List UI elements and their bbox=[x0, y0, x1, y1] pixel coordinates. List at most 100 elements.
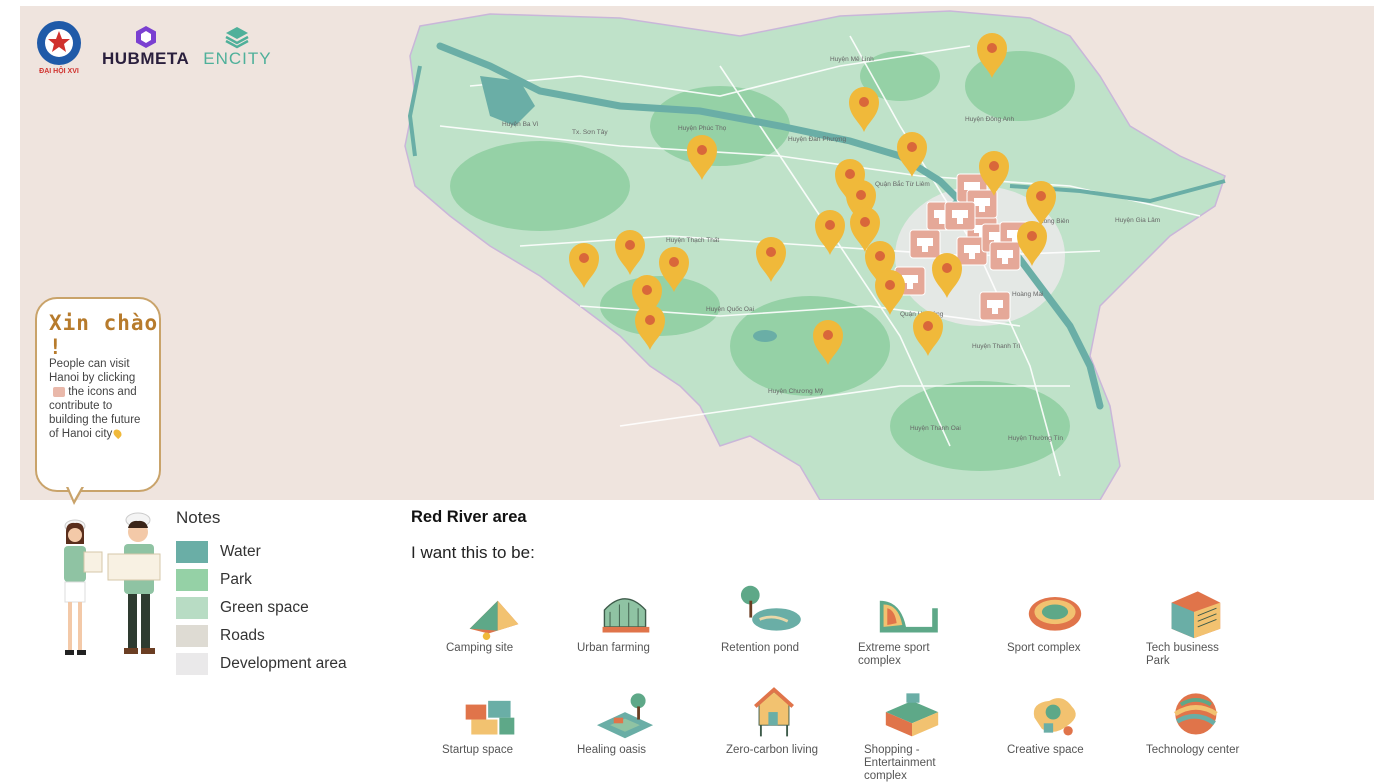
legend-label: Development area bbox=[220, 655, 347, 672]
hubmeta-hexagon-icon bbox=[135, 26, 156, 48]
legend-swatch bbox=[176, 597, 208, 619]
option-label: Shopping - Entertainment complex bbox=[864, 744, 936, 782]
label-son-tay: Tx. Sơn Tây bbox=[572, 129, 608, 136]
park-areas bbox=[450, 51, 1075, 471]
option-tech-business-park[interactable]: Tech business Park bbox=[1146, 582, 1256, 668]
option-label: Technology center bbox=[1146, 744, 1240, 756]
label-quoc-oai: Huyện Quốc Oai bbox=[706, 304, 754, 313]
map-pin-icon[interactable] bbox=[815, 210, 845, 255]
option-label: Retention pond bbox=[721, 642, 800, 654]
area-title: Red River area bbox=[411, 508, 527, 526]
tech-building-icon bbox=[1171, 591, 1221, 639]
map-pin-icon[interactable] bbox=[635, 305, 665, 350]
map-canvas: Huyện Mê Linh Huyện Đông Anh Huyện Ba Vì… bbox=[404, 10, 1226, 500]
map-pin-icon[interactable] bbox=[1026, 181, 1056, 226]
label-thanh-tri: Huyện Thanh Trì bbox=[972, 343, 1020, 350]
legend-swatch bbox=[176, 625, 208, 647]
map-pin-icon[interactable] bbox=[846, 180, 876, 225]
map-pin-icon[interactable] bbox=[932, 253, 962, 298]
area-prompt: I want this to be: bbox=[411, 543, 535, 562]
map-pin-icon[interactable] bbox=[849, 87, 879, 132]
legend-item: Development area bbox=[176, 650, 347, 678]
legend-item: Water bbox=[176, 538, 347, 566]
option-label: Startup space bbox=[442, 744, 513, 756]
stadium-icon bbox=[1028, 596, 1082, 631]
map-pin-icon[interactable] bbox=[897, 132, 927, 177]
hubmeta-text: HUBMETA bbox=[102, 49, 190, 68]
option-shopping-entertainment-complex[interactable]: Shopping - Entertainment complex bbox=[864, 684, 974, 783]
map-pin-icon[interactable] bbox=[977, 33, 1007, 78]
map-pin-icon[interactable] bbox=[569, 243, 599, 288]
greeting-title: Xin chào ! bbox=[49, 311, 159, 359]
map-pin-icon[interactable] bbox=[835, 159, 865, 204]
map-pin-icon[interactable] bbox=[632, 275, 662, 320]
label-hoang-mai: Hoàng Mai bbox=[1012, 291, 1043, 298]
site-marker-inline-icon bbox=[53, 386, 65, 397]
site-marker-icon[interactable] bbox=[944, 201, 976, 231]
map-pin-icon[interactable] bbox=[875, 270, 905, 315]
da-river bbox=[407, 65, 422, 157]
site-marker-icon[interactable] bbox=[909, 229, 941, 259]
label-gia-lam: Huyện Gia Lâm bbox=[1115, 217, 1160, 224]
legend-swatch bbox=[176, 569, 208, 591]
container-office-icon bbox=[465, 700, 515, 735]
map-legend: Notes Water Park Green space Roads Developme… bbox=[176, 508, 347, 678]
greeting-message-part-2: the icons and contribute to building the… bbox=[49, 386, 141, 440]
option-label: Zero-carbon living bbox=[726, 744, 819, 756]
label-chuong-my: Huyện Chương Mỹ bbox=[768, 388, 824, 395]
option-creative-space[interactable]: Creative space bbox=[1007, 684, 1117, 757]
option-label: Sport complex bbox=[1007, 642, 1081, 654]
hanoi-map[interactable]: Huyện Mê Linh Huyện Đông Anh Huyện Ba Vì… bbox=[20, 6, 1374, 500]
garden-bench-icon bbox=[596, 693, 654, 739]
option-label: Camping site bbox=[446, 642, 514, 654]
creative-hub-icon bbox=[1033, 698, 1076, 736]
option-urban-farming[interactable]: Urban farming bbox=[577, 582, 687, 655]
label-dong-anh: Huyện Đông Anh bbox=[965, 116, 1015, 123]
site-marker-icon[interactable] bbox=[979, 291, 1011, 321]
map-pin-icon[interactable] bbox=[913, 311, 943, 356]
option-camping-site[interactable]: Camping site bbox=[446, 582, 556, 655]
option-extreme-sport-complex[interactable]: Extreme sport complex bbox=[858, 582, 968, 668]
map-pin-icon[interactable] bbox=[979, 151, 1009, 196]
legend-label: Roads bbox=[220, 627, 265, 644]
camping-tent-icon bbox=[469, 600, 519, 640]
map-pin-icon[interactable] bbox=[659, 247, 689, 292]
mall-icon bbox=[885, 693, 939, 737]
option-label: Creative space bbox=[1007, 744, 1084, 756]
skate-ramp-icon bbox=[879, 600, 938, 633]
legend-item: Green space bbox=[176, 594, 347, 622]
legend-title: Notes bbox=[176, 508, 221, 527]
pin-inline-icon bbox=[112, 428, 124, 440]
option-zero-carbon-living[interactable]: Zero-carbon living bbox=[726, 684, 836, 757]
daihoi-logo: ĐẠI HỘI XVI bbox=[30, 19, 88, 75]
option-label: Urban farming bbox=[577, 642, 650, 654]
label-thach-that: Huyện Thạch Thất bbox=[666, 235, 719, 244]
legend-item: Roads bbox=[176, 622, 347, 650]
map-pin-icon[interactable] bbox=[615, 230, 645, 275]
option-healing-oasis[interactable]: Healing oasis bbox=[577, 684, 687, 757]
map-pin-icon[interactable] bbox=[756, 237, 786, 282]
greeting-message-part-1: People can visit Hanoi by clicking bbox=[49, 358, 136, 384]
option-technology-center[interactable]: Technology center bbox=[1146, 684, 1256, 757]
architects-illustration bbox=[64, 512, 161, 655]
legend-swatch bbox=[176, 541, 208, 563]
label-thanh-oai: Huyện Thanh Oai bbox=[910, 425, 961, 432]
option-startup-space[interactable]: Startup space bbox=[442, 684, 552, 757]
map-pin-icon[interactable] bbox=[813, 320, 843, 365]
map-pin-icon[interactable] bbox=[850, 207, 880, 252]
map-pin-icon[interactable] bbox=[687, 135, 717, 180]
legend-label: Green space bbox=[220, 599, 309, 616]
option-sport-complex[interactable]: Sport complex bbox=[1007, 582, 1117, 655]
greeting-bubble: Xin chào ! People can visit Hanoi by cli… bbox=[35, 297, 161, 492]
option-label: Healing oasis bbox=[577, 744, 647, 756]
site-marker-icon[interactable] bbox=[989, 241, 1021, 271]
legend-swatch bbox=[176, 653, 208, 675]
pond-icon bbox=[740, 585, 801, 631]
daihoi-text: ĐẠI HỘI XVI bbox=[39, 68, 79, 75]
map-pin-icon[interactable] bbox=[1017, 221, 1047, 266]
label-dan-phuong: Huyện Đan Phượng bbox=[788, 136, 847, 143]
greeting-message: People can visit Hanoi by clicking the i… bbox=[49, 357, 149, 441]
option-retention-pond[interactable]: Retention pond bbox=[721, 582, 831, 655]
legend-label: Water bbox=[220, 543, 261, 560]
map-pin-icon[interactable] bbox=[865, 241, 895, 286]
